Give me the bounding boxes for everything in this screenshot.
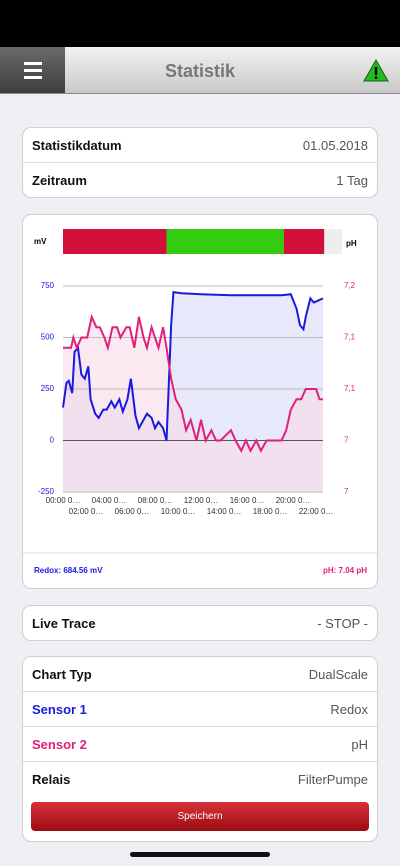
row-label: Statistikdatum [32, 138, 122, 153]
status-segment [63, 229, 167, 254]
row-label: Chart Typ [32, 667, 92, 682]
x-tick-label: 00:00 0… [46, 496, 81, 505]
live-trace-row[interactable]: Live Trace - STOP - [23, 606, 377, 640]
row-label: Sensor 2 [32, 737, 87, 752]
row-value: 1 Tag [336, 173, 368, 188]
settings-card: Chart Typ DualScale Sensor 1 Redox Sensor 2 p… [22, 656, 378, 842]
y-tick-label: 250 [41, 384, 55, 393]
row[interactable]: Relais FilterPumpe [23, 762, 377, 796]
line [63, 313, 323, 454]
row-value: FilterPumpe [297, 772, 368, 787]
y-tick-label: 0 [50, 436, 55, 445]
nav-bar: Statistik [0, 47, 400, 94]
x-tick-label: 16:00 0… [230, 496, 265, 505]
readout: pH: 7.04 pH [323, 566, 367, 575]
y2-tick-label: 7,1 [344, 333, 356, 342]
row-label: Zeitraum [32, 173, 87, 188]
chart: mV pH -250 0 250 500 750 7 7 7,1 7,1 7,2 00:00 0… 02:… [23, 229, 377, 575]
row-value: pH [351, 737, 368, 752]
row-value: - STOP - [317, 616, 368, 631]
row-label: Sensor 1 [32, 702, 87, 717]
area-fill [63, 316, 323, 492]
chart-card: mV pH -250 0 250 500 750 7 7 7,1 7,1 7,2 00:00 0… 02:… [22, 214, 378, 589]
x-tick-label: 08:00 0… [138, 496, 173, 505]
row[interactable]: Sensor 2 pH [23, 727, 377, 762]
y-tick-label: 750 [41, 281, 55, 290]
line [62, 291, 324, 441]
row-value: 01.05.2018 [302, 138, 368, 153]
info-card: Statistikdatum 01.05.2018 Zeitraum 1 Tag [22, 127, 378, 198]
y2-tick-label: 7 [344, 436, 349, 445]
menu-button[interactable] [0, 47, 65, 93]
x-tick-label: 10:00 0… [161, 507, 196, 516]
row-label: Relais [32, 772, 71, 787]
row[interactable]: Statistikdatum 01.05.2018 [23, 128, 377, 163]
nav-title: Statistik [164, 61, 236, 81]
row-label: Live Trace [32, 616, 96, 631]
status-bar [0, 0, 400, 47]
warning-icon[interactable] [363, 59, 389, 83]
x-tick-label: 18:00 0… [253, 507, 288, 516]
live-trace-card: Live Trace - STOP - [22, 605, 378, 641]
x-tick-label: 06:00 0… [115, 507, 150, 516]
y-tick-label: -250 [38, 487, 55, 496]
row[interactable]: Zeitraum 1 Tag [23, 163, 377, 197]
x-tick-label: 02:00 0… [69, 507, 104, 516]
home-indicator [130, 852, 270, 857]
y-axis-label: mV [34, 237, 47, 246]
row-value: Redox [330, 702, 368, 717]
save-button[interactable]: Speichern [31, 802, 369, 831]
x-tick-label: 20:00 0… [276, 496, 311, 505]
row[interactable]: Sensor 1 Redox [23, 692, 377, 727]
status-segment [166, 229, 284, 254]
x-tick-label: 14:00 0… [207, 507, 242, 516]
row[interactable]: Chart Typ DualScale [23, 657, 377, 692]
y-tick-label: 500 [41, 333, 55, 342]
y2-axis-label: pH [346, 239, 357, 248]
x-tick-label: 22:00 0… [299, 507, 334, 516]
status-segment [283, 229, 325, 254]
x-tick-label: 04:00 0… [92, 496, 127, 505]
y2-tick-label: 7,1 [344, 384, 356, 393]
x-tick-label: 12:00 0… [184, 496, 219, 505]
y2-tick-label: 7,2 [344, 281, 356, 290]
readout: Redox: 684.56 mV [34, 566, 103, 575]
y2-tick-label: 7 [344, 487, 349, 496]
row-value: DualScale [308, 667, 368, 682]
